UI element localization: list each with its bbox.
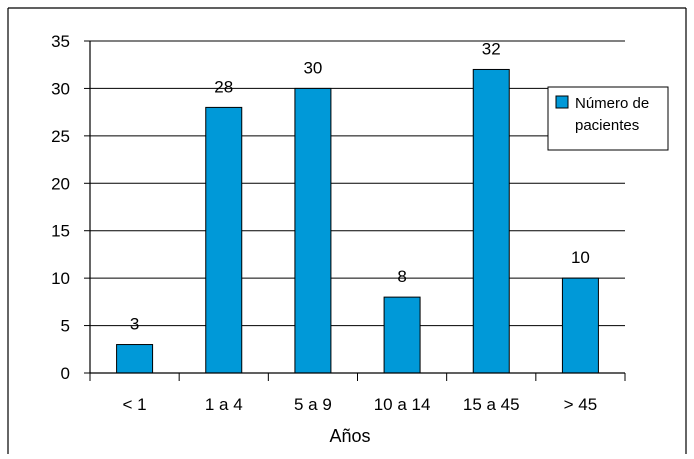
y-tick-label: 30 — [51, 79, 70, 98]
y-tick-labels: 0 5 10 15 20 25 30 35 — [51, 32, 90, 383]
bar — [205, 106, 243, 374]
data-label: 30 — [303, 58, 322, 77]
y-tick-label: 20 — [51, 174, 70, 193]
data-label: 10 — [571, 248, 590, 267]
data-label: 28 — [214, 77, 233, 96]
bar — [294, 87, 332, 374]
y-tick-label: 5 — [61, 317, 70, 336]
x-axis-title: Años — [329, 426, 370, 446]
legend-label-line1: Número de — [575, 95, 649, 112]
gridlines — [90, 40, 625, 327]
bar — [561, 277, 599, 374]
bars — [116, 68, 599, 374]
legend: Número de pacientes — [547, 86, 669, 151]
x-tick-labels: < 1 1 a 4 5 a 9 10 a 14 15 a 45 > 45 — [123, 395, 598, 414]
y-tick-label: 25 — [51, 127, 70, 146]
bar — [383, 296, 421, 374]
x-tick-label: < 1 — [123, 395, 147, 414]
y-tick-label: 35 — [51, 32, 70, 51]
bar — [472, 68, 510, 374]
x-tick-label: > 45 — [564, 395, 598, 414]
y-tick-label: 0 — [61, 364, 70, 383]
axes — [89, 41, 626, 381]
x-tick-label: 5 a 9 — [294, 395, 332, 414]
data-labels: 3 28 30 8 32 10 — [130, 39, 590, 333]
data-label: 32 — [482, 39, 501, 58]
x-tick-label: 15 a 45 — [463, 395, 520, 414]
legend-swatch — [555, 95, 569, 109]
data-label: 3 — [130, 315, 139, 334]
data-label: 8 — [397, 267, 406, 286]
y-tick-label: 15 — [51, 222, 70, 241]
bar — [116, 344, 154, 374]
x-tick-label: 10 a 14 — [374, 395, 431, 414]
y-tick-label: 10 — [51, 269, 70, 288]
legend-label-line2: pacientes — [575, 117, 639, 134]
x-tick-label: 1 a 4 — [205, 395, 243, 414]
